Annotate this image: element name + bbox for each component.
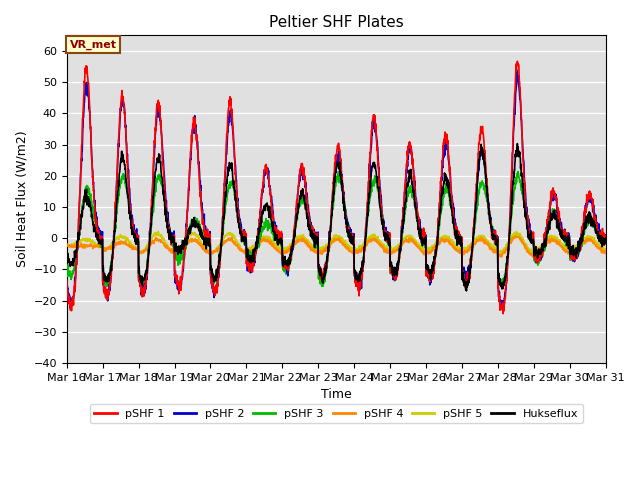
X-axis label: Time: Time <box>321 388 351 401</box>
pSHF 3 <box>493 239 500 245</box>
Hukseflux <box>63 254 70 260</box>
pSHF 2 <box>364 200 371 205</box>
pSHF 2 <box>554 216 562 222</box>
pSHF 1 <box>63 277 70 283</box>
Hukseflux <box>493 240 500 245</box>
pSHF 4 <box>364 242 371 248</box>
pSHF 1 <box>499 311 507 317</box>
pSHF 1 <box>554 205 562 211</box>
Title: Peltier SHF Plates: Peltier SHF Plates <box>269 15 404 30</box>
pSHF 1 <box>513 59 521 64</box>
pSHF 4 <box>530 254 538 260</box>
Hukseflux <box>602 236 609 241</box>
pSHF 1 <box>570 252 577 257</box>
pSHF 5 <box>602 247 609 252</box>
pSHF 5 <box>570 246 577 252</box>
pSHF 2 <box>63 278 70 284</box>
pSHF 1 <box>351 280 359 286</box>
pSHF 3 <box>137 284 145 290</box>
Line: pSHF 1: pSHF 1 <box>67 61 605 314</box>
pSHF 3 <box>570 255 577 261</box>
Hukseflux <box>554 225 562 230</box>
Line: pSHF 2: pSHF 2 <box>67 70 605 308</box>
Hukseflux <box>463 288 470 294</box>
Line: Hukseflux: Hukseflux <box>67 144 605 291</box>
pSHF 2 <box>66 305 74 311</box>
pSHF 3 <box>335 168 342 174</box>
pSHF 5 <box>352 246 360 252</box>
Hukseflux <box>213 270 221 276</box>
pSHF 4 <box>213 245 221 251</box>
pSHF 2 <box>493 235 500 240</box>
pSHF 3 <box>213 274 221 280</box>
pSHF 3 <box>352 278 360 284</box>
Hukseflux <box>513 141 521 146</box>
Text: VR_met: VR_met <box>70 40 116 50</box>
pSHF 4 <box>512 233 520 239</box>
pSHF 3 <box>63 265 70 271</box>
pSHF 3 <box>554 217 562 223</box>
Hukseflux <box>570 242 577 248</box>
pSHF 4 <box>351 249 359 254</box>
Line: pSHF 4: pSHF 4 <box>67 236 605 257</box>
pSHF 5 <box>63 243 70 249</box>
pSHF 4 <box>570 250 577 256</box>
pSHF 1 <box>213 290 221 296</box>
pSHF 1 <box>364 205 371 211</box>
pSHF 4 <box>493 250 500 255</box>
pSHF 3 <box>364 215 371 221</box>
pSHF 2 <box>352 276 360 282</box>
pSHF 2 <box>570 253 577 259</box>
pSHF 5 <box>213 246 221 252</box>
Hukseflux <box>351 276 359 281</box>
pSHF 4 <box>554 240 562 246</box>
Line: pSHF 5: pSHF 5 <box>67 231 605 255</box>
Line: pSHF 3: pSHF 3 <box>67 171 605 287</box>
pSHF 1 <box>493 237 500 243</box>
pSHF 5 <box>493 247 500 253</box>
pSHF 1 <box>602 239 609 244</box>
pSHF 2 <box>602 232 609 238</box>
pSHF 4 <box>602 250 609 256</box>
pSHF 5 <box>154 228 162 234</box>
pSHF 2 <box>513 67 521 73</box>
pSHF 3 <box>602 241 609 247</box>
Legend: pSHF 1, pSHF 2, pSHF 3, pSHF 4, pSHF 5, Hukseflux: pSHF 1, pSHF 2, pSHF 3, pSHF 4, pSHF 5, … <box>90 404 582 423</box>
pSHF 4 <box>63 242 70 248</box>
pSHF 5 <box>496 252 504 258</box>
Hukseflux <box>364 216 371 222</box>
pSHF 5 <box>364 238 371 243</box>
Y-axis label: Soil Heat Flux (W/m2): Soil Heat Flux (W/m2) <box>15 131 28 267</box>
pSHF 5 <box>554 237 562 243</box>
pSHF 2 <box>213 281 221 287</box>
